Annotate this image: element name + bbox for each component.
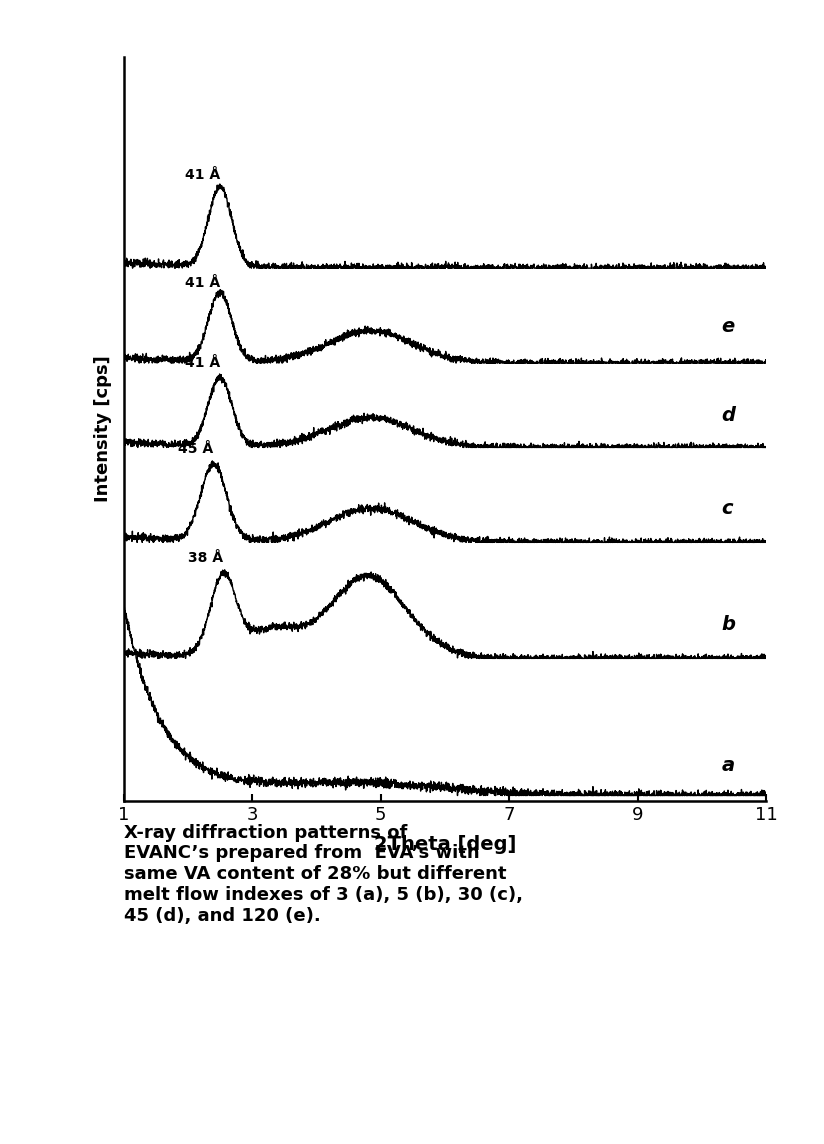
Text: 41 Å: 41 Å	[185, 168, 220, 182]
Text: d: d	[721, 406, 735, 426]
Text: 41 Å: 41 Å	[185, 276, 220, 289]
Text: 45 Å: 45 Å	[178, 442, 213, 455]
Text: X-ray diffraction patterns of
EVANC’s prepared from  EVA’s with
same VA content : X-ray diffraction patterns of EVANC’s pr…	[124, 824, 522, 924]
Y-axis label: Intensity [cps]: Intensity [cps]	[95, 356, 113, 502]
Text: c: c	[721, 499, 733, 518]
Text: a: a	[721, 756, 734, 776]
Text: e: e	[721, 317, 734, 335]
X-axis label: 2Theta [deg]: 2Theta [deg]	[374, 835, 516, 853]
Text: 41 Å: 41 Å	[185, 356, 220, 370]
Text: 38 Å: 38 Å	[188, 551, 223, 565]
Text: b: b	[721, 615, 735, 634]
